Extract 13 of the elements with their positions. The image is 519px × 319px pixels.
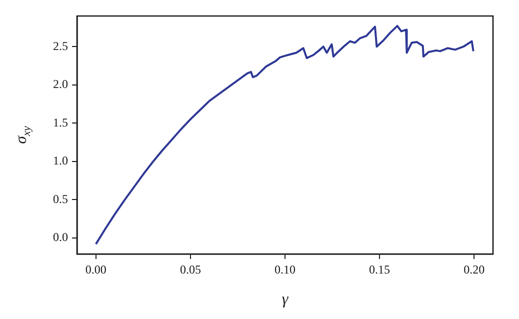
y-tick-label: 0.5 <box>53 192 68 206</box>
x-tick-label: 0.05 <box>180 262 201 276</box>
y-tick-label: 0.0 <box>53 230 68 244</box>
x-axis-title: γ <box>282 291 289 308</box>
x-tick-label: 0.20 <box>464 262 485 276</box>
y-tick-label: 1.5 <box>53 115 68 130</box>
y-tick-label: 2.0 <box>53 77 68 92</box>
x-tick-label: 0.00 <box>85 262 106 276</box>
y-tick-label: 1.0 <box>53 154 68 168</box>
y-axis-title: σxy <box>13 126 33 144</box>
x-tick-label: 0.10 <box>274 262 296 276</box>
y-tick-label: 2.5 <box>53 38 68 53</box>
x-tick-label: 0.15 <box>369 262 390 276</box>
